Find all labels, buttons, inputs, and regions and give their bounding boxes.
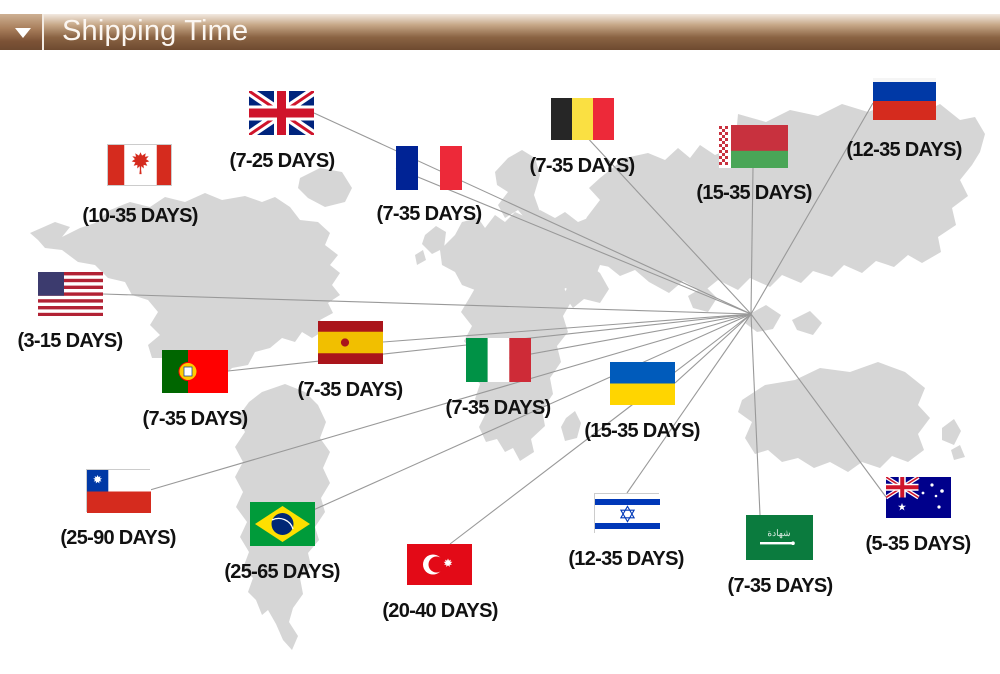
svg-text:شهادة: شهادة [767, 528, 790, 539]
